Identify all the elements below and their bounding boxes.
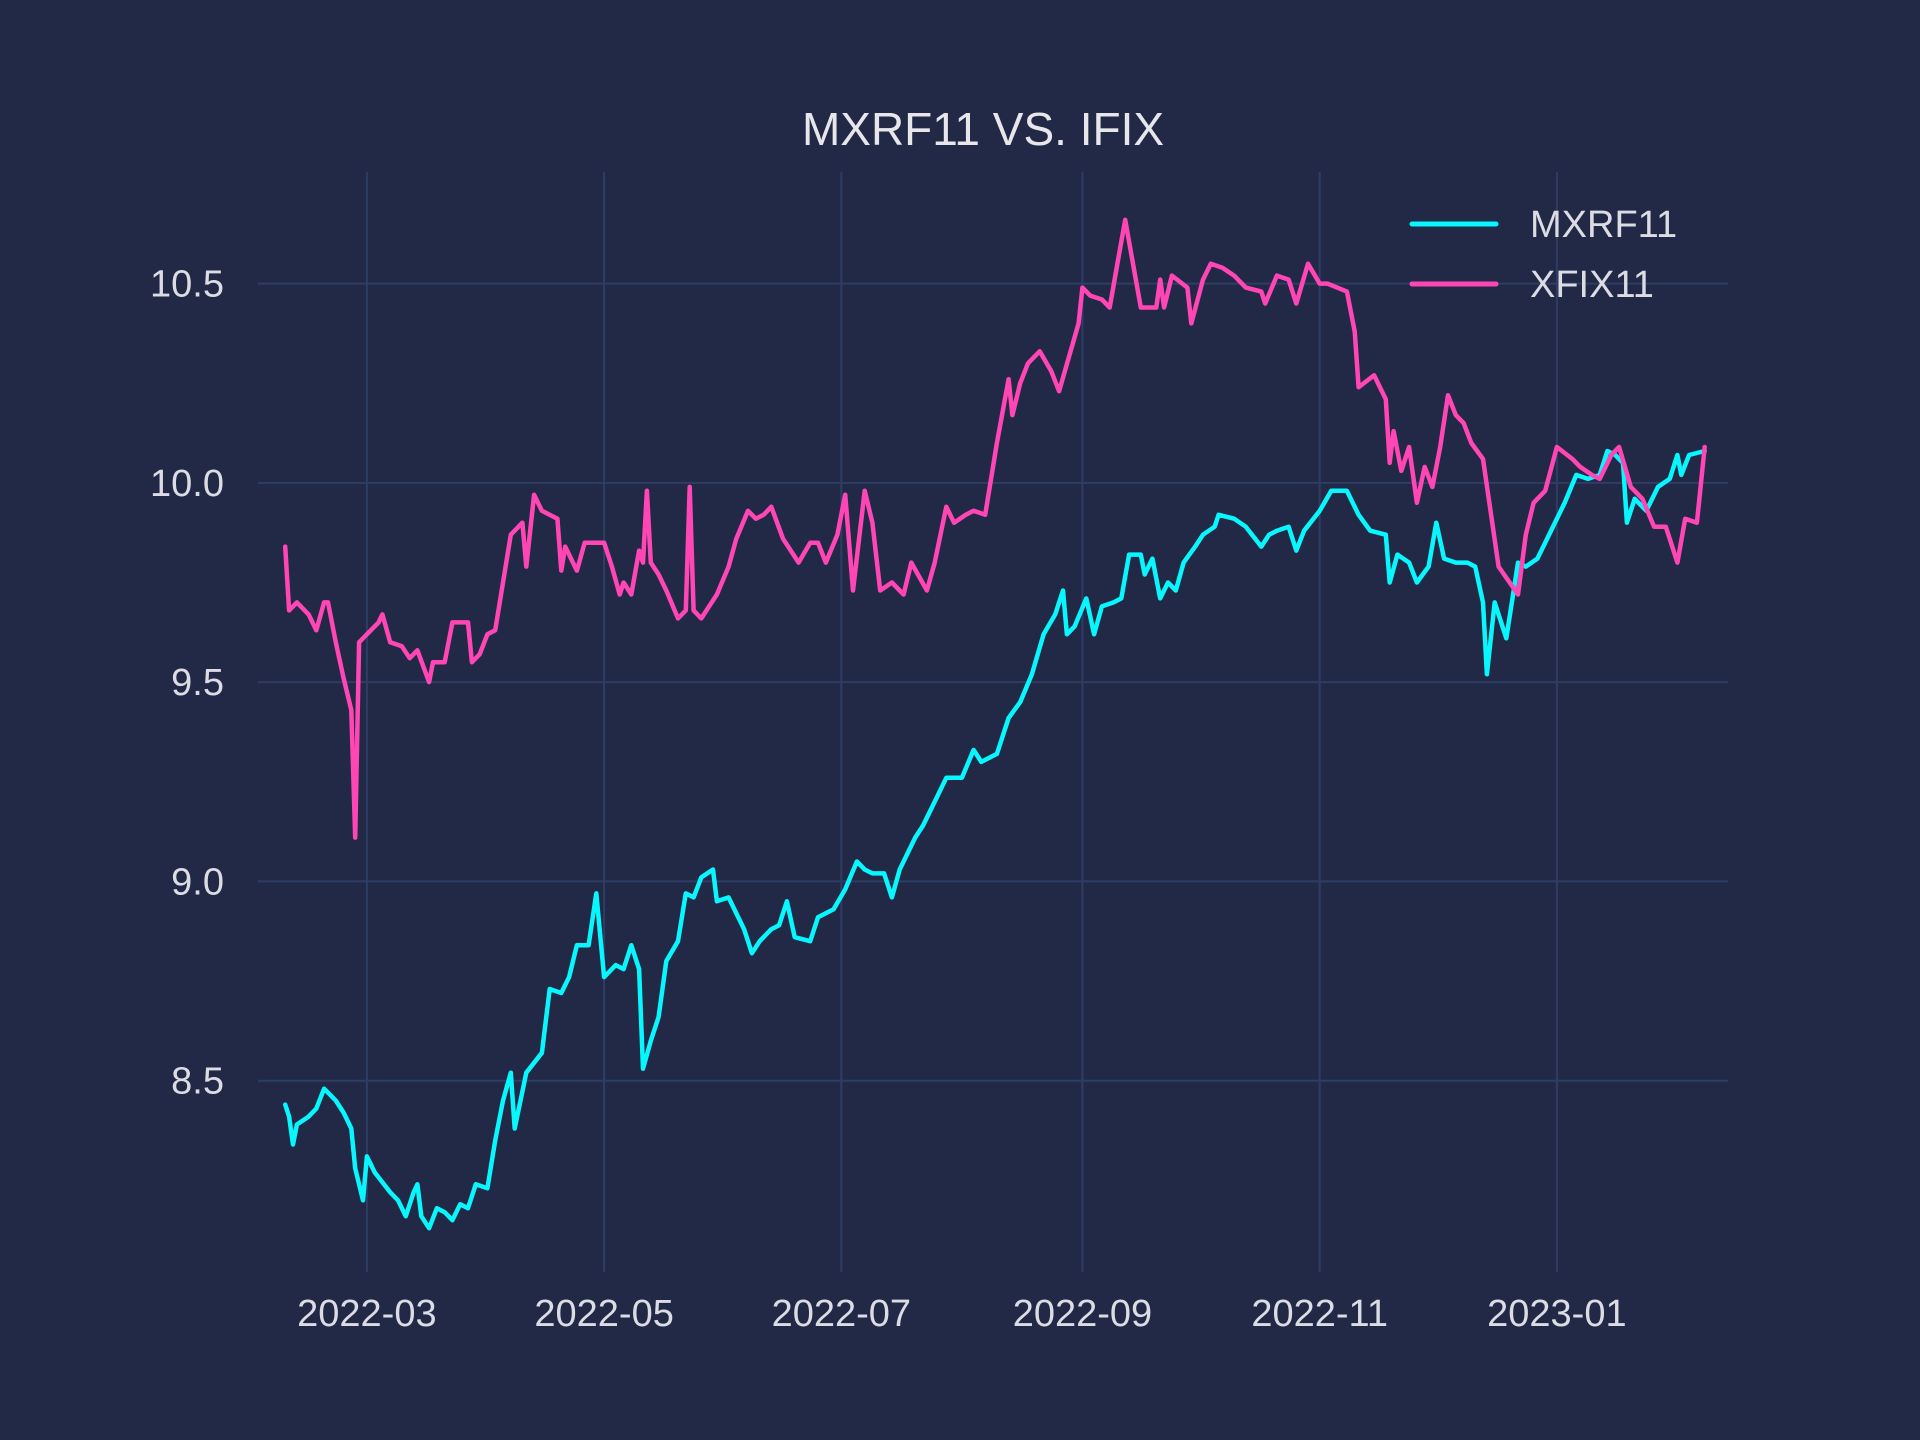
series-line-xfix11 (282, 217, 1707, 840)
legend-label-xfix11: XFIX11 (1530, 264, 1654, 306)
x-tick-label: 2022-11 (1251, 1293, 1388, 1335)
legend: MXRF11 XFIX11 (1409, 204, 1677, 306)
series-line-mxrf11 (282, 448, 1707, 1231)
y-tick-label: 8.5 (171, 1061, 224, 1103)
y-axis-ticks: 8.5 9.0 9.5 10.0 10.5 (150, 264, 224, 1103)
x-tick-label: 2022-03 (297, 1293, 436, 1335)
x-tick-label: 2022-05 (534, 1293, 673, 1335)
x-axis-ticks: 2022-03 2022-05 2022-07 2022-09 2022-11 2023-… (297, 1293, 1626, 1335)
legend-label-mxrf11: MXRF11 (1530, 204, 1677, 246)
grid (258, 172, 1728, 1272)
x-tick-label: 2023-01 (1487, 1293, 1626, 1335)
x-tick-label: 2022-09 (1013, 1293, 1152, 1335)
x-tick-label: 2022-07 (772, 1293, 911, 1335)
series-layer (282, 217, 1707, 1231)
chart-title: MXRF11 VS. IFIX (802, 103, 1164, 155)
y-tick-label: 9.0 (171, 861, 224, 903)
y-tick-label: 10.0 (150, 463, 224, 505)
y-tick-label: 9.5 (171, 662, 224, 704)
y-tick-label: 10.5 (150, 264, 224, 306)
